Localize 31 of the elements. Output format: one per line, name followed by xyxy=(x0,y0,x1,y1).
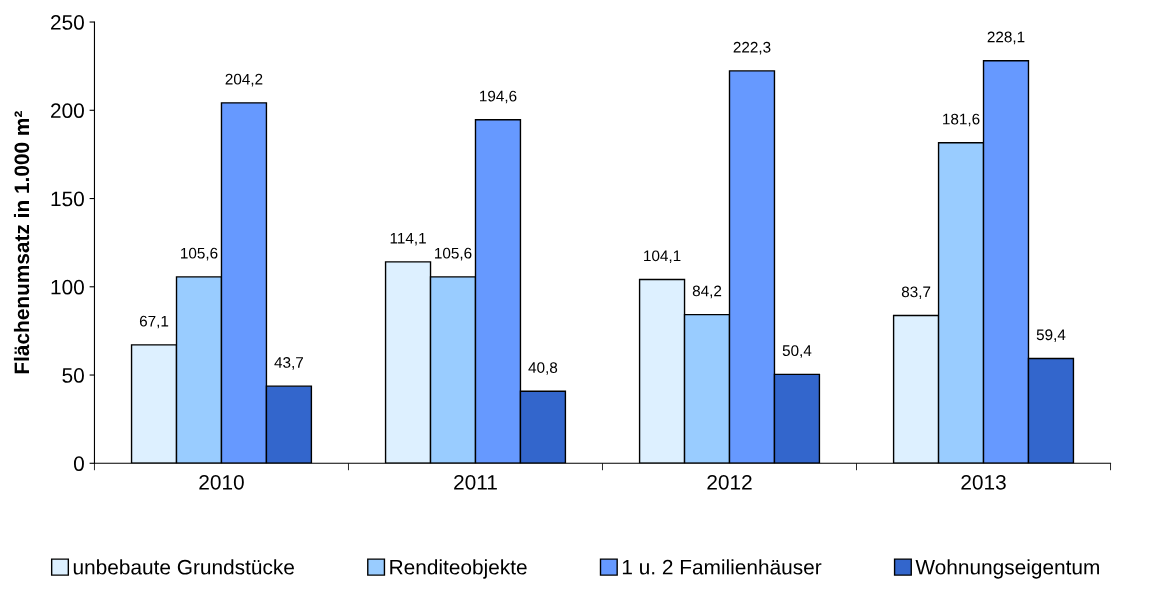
data-label: 40,8 xyxy=(528,362,558,375)
y-tick-label: 250 xyxy=(51,15,84,30)
data-label: 84,2 xyxy=(692,285,722,299)
data-label: 83,7 xyxy=(901,286,931,300)
data-label: 105,6 xyxy=(181,247,218,261)
legend-label: unbebaute Grundstücke xyxy=(73,559,294,575)
data-label: 105,6 xyxy=(435,247,472,261)
data-label: 67,1 xyxy=(139,315,169,329)
data-label: 181,6 xyxy=(943,113,980,127)
x-tick-label: 2013 xyxy=(961,474,1006,490)
data-label: 59,4 xyxy=(1036,329,1066,342)
y-tick-label: 150 xyxy=(51,191,84,207)
x-tick-label: 2011 xyxy=(454,474,497,490)
y-tick-label: 200 xyxy=(51,103,84,119)
legend-label: Wohnungseigentum xyxy=(915,559,1099,579)
x-tick-label: 2012 xyxy=(707,474,752,490)
y-tick-label: 0 xyxy=(73,456,84,472)
x-tick-label: 2010 xyxy=(199,474,244,490)
data-label: 228,1 xyxy=(987,31,1025,45)
data-label: 114,1 xyxy=(390,232,426,246)
data-label: 50,4 xyxy=(782,345,812,358)
data-label: 43,7 xyxy=(274,357,304,370)
y-tick-label: 100 xyxy=(51,279,84,295)
data-label: 194,6 xyxy=(480,90,517,104)
data-label: 222,3 xyxy=(733,41,771,55)
y-tick-label: 50 xyxy=(62,368,84,383)
legend-label: Renditeobjekte xyxy=(390,559,527,579)
y-axis-title: Flächenumsatz in 1.000 m² xyxy=(13,111,30,374)
data-label: 204,2 xyxy=(225,73,263,87)
legend-label: 1 u. 2 Familienhäuser xyxy=(622,559,822,575)
data-label: 104,1 xyxy=(644,250,681,264)
